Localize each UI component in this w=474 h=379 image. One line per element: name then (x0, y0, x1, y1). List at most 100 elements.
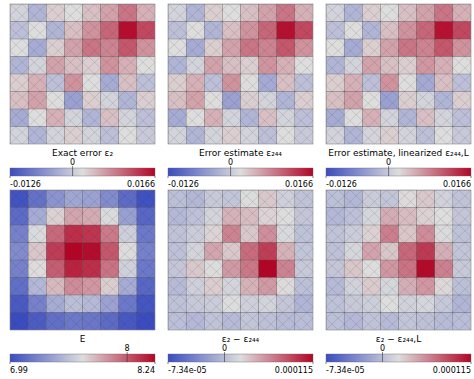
cell (277, 243, 295, 261)
cell (222, 109, 240, 127)
cell (417, 225, 435, 243)
cell (435, 92, 453, 110)
cell (28, 295, 46, 313)
cell (259, 260, 277, 278)
cell (168, 243, 186, 261)
colorbar-tick (326, 176, 327, 178)
colorbar-tick (471, 176, 472, 178)
colorbar-tick-label: -0.0126 (10, 180, 41, 189)
plot-area (326, 4, 471, 144)
cell (362, 92, 380, 110)
cell (28, 39, 46, 57)
panel-title: E (80, 334, 86, 344)
cell (64, 190, 82, 208)
cell (435, 57, 453, 75)
cell (399, 208, 417, 226)
panel-title: ε₂ − ε₂₄₄,L (376, 334, 421, 344)
cell (222, 74, 240, 92)
cell (417, 260, 435, 278)
cell (222, 39, 240, 57)
cell (417, 109, 435, 127)
mesh-lines (10, 4, 155, 144)
panel-frame (326, 4, 471, 144)
cell (435, 208, 453, 226)
colorbar-tick (168, 362, 169, 364)
colorbar-tick-label: 0.000115 (275, 366, 313, 375)
cell (417, 295, 435, 313)
cell (380, 225, 398, 243)
colorbar-tick-label: 0 (70, 158, 75, 167)
colorbar-tick (230, 166, 231, 176)
cell (380, 74, 398, 92)
cell (259, 4, 277, 22)
cell (10, 243, 28, 261)
cell (46, 243, 64, 261)
cell (119, 208, 137, 226)
cell (326, 278, 344, 296)
plot-area (10, 190, 155, 330)
cell (186, 295, 204, 313)
colorbar-tick (10, 176, 11, 178)
cell (277, 92, 295, 110)
cell (83, 57, 101, 75)
cell (83, 243, 101, 261)
cell (399, 92, 417, 110)
cell (241, 243, 259, 261)
cell (28, 260, 46, 278)
cell (204, 208, 222, 226)
colorbar-tick (224, 352, 225, 362)
colorbar-tick-label: 0.0166 (127, 180, 155, 189)
colorbar-tick (155, 176, 156, 178)
cell (344, 295, 362, 313)
cell (277, 22, 295, 40)
mesh-lines (168, 4, 313, 144)
cell (64, 39, 82, 57)
cell (64, 260, 82, 278)
colorbar (10, 354, 155, 362)
colorbar-tick (326, 362, 327, 364)
cell (101, 295, 119, 313)
panel-title: Error estimate ε₂₄₄ (199, 148, 282, 158)
cell (380, 295, 398, 313)
cell (64, 225, 82, 243)
cell (326, 208, 344, 226)
cell (10, 92, 28, 110)
cell (241, 278, 259, 296)
colorbar-tick-label: 8 (125, 344, 130, 353)
cell (168, 22, 186, 40)
cell (241, 57, 259, 75)
colorbar-tick-label: -7.34e-05 (326, 366, 365, 375)
cell (259, 295, 277, 313)
cell (344, 190, 362, 208)
cell (417, 4, 435, 22)
colorbar-tick (313, 362, 314, 364)
cell (222, 260, 240, 278)
cell (222, 4, 240, 22)
colorbar-tick (127, 352, 128, 362)
colorbar (168, 168, 313, 176)
cell (344, 39, 362, 57)
cell (168, 278, 186, 296)
cell (344, 225, 362, 243)
panel: Error estimate, linearized ε₂₄₄,L-0.0126… (326, 4, 471, 189)
cell (10, 208, 28, 226)
cell (46, 22, 64, 40)
cell (28, 109, 46, 127)
cell (119, 92, 137, 110)
cell (399, 57, 417, 75)
cell (326, 57, 344, 75)
cell (435, 22, 453, 40)
cell (101, 225, 119, 243)
mesh-lines (326, 190, 471, 330)
cell (28, 190, 46, 208)
cell (277, 57, 295, 75)
cell (259, 190, 277, 208)
cell (326, 92, 344, 110)
colorbar-tick-label: 0.000115 (433, 366, 471, 375)
cell (186, 74, 204, 92)
cell (380, 4, 398, 22)
cell (10, 57, 28, 75)
colorbar (10, 168, 155, 176)
cell (344, 74, 362, 92)
plot-area (168, 4, 313, 144)
